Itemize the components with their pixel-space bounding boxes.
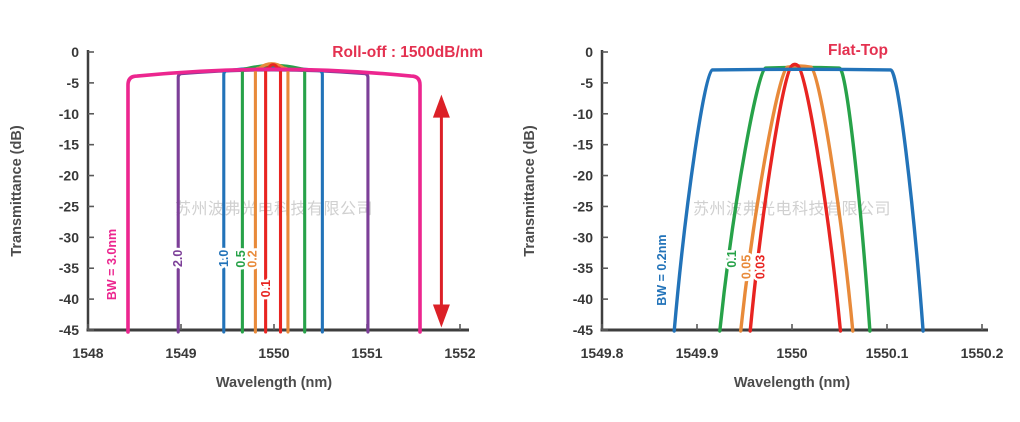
y-tick-label: -25: [573, 198, 593, 214]
y-tick-label: 0: [71, 44, 79, 60]
y-tick-label: -30: [573, 229, 593, 245]
x-axis-title: Wavelength (nm): [734, 375, 850, 391]
curve-bw-3nm: [126, 67, 422, 334]
series-label: 2.0: [171, 250, 185, 267]
x-tick-label: 1550: [258, 345, 289, 361]
x-tick-label: 1548: [72, 345, 103, 361]
series-label: 0.05: [739, 255, 753, 279]
x-tick-label: 1550.1: [866, 345, 909, 361]
series-label: 0.2: [246, 250, 260, 267]
y-tick-label: -15: [59, 137, 79, 153]
y-tick-label: -5: [581, 75, 594, 91]
y-tick-label: -40: [573, 291, 593, 307]
y-tick-label: -20: [573, 168, 593, 184]
x-tick-label: 1549: [165, 345, 196, 361]
y-axis-title: Transmittance (dB): [522, 125, 538, 256]
curve-bw-1nm: [222, 66, 324, 334]
x-tick-label: 1551: [351, 345, 382, 361]
x-axis-title: Wavelength (nm): [216, 375, 332, 391]
series-label: 1.0: [217, 250, 231, 267]
watermark-text: 苏州波弗光电科技有限公司: [175, 200, 373, 218]
x-tick-label: 1549.9: [676, 345, 719, 361]
y-axis-title: Transmittance (dB): [9, 125, 25, 256]
series-label: BW = 3.0nm: [105, 229, 119, 300]
y-tick-label: -35: [573, 260, 593, 276]
chart-flat-top: 0 -5 -10 -15 -20 -25 -30 -35 -40 -45 1549.8 1549.9 1…: [510, 0, 1020, 422]
y-tick-label: -10: [573, 106, 593, 122]
series-label: 0.1: [259, 280, 273, 297]
series-label: 0.5: [234, 250, 248, 267]
flat-top-title: Flat-Top: [828, 42, 888, 59]
x-tick-label: 1550: [776, 345, 807, 361]
roll-off-arrow-head-down: [432, 304, 450, 328]
curve-bw-0.03nm: [748, 62, 843, 333]
y-tick-label: -45: [59, 322, 79, 338]
series-label: 0.1: [725, 250, 739, 267]
y-tick-label: -30: [59, 229, 79, 245]
y-tick-label: -35: [59, 260, 79, 276]
x-tick-label: 1552: [444, 345, 475, 361]
roll-off-arrow-head-up: [432, 94, 450, 118]
curve-bw-0.2nm: [672, 67, 925, 333]
flat-top-plot-area: 0 -5 -10 -15 -20 -25 -30 -35 -40 -45 1549.8 1549.9 1…: [522, 44, 1004, 391]
y-tick-label: -5: [67, 75, 80, 91]
y-tick-label: 0: [585, 44, 593, 60]
x-tick-label: 1550.2: [961, 345, 1004, 361]
y-tick-label: -20: [59, 168, 79, 184]
roll-off-plot-area: 0 -5 -10 -15 -20 -25 -30 -35 -40 -45 1548 1549 1550 1…: [9, 44, 476, 391]
watermark-text: 苏州波弗光电科技有限公司: [693, 200, 891, 218]
series-label: 0.03: [754, 255, 768, 279]
roll-off-title: Roll-off : 1500dB/nm: [332, 44, 483, 61]
y-tick-label: -15: [573, 137, 593, 153]
chart-roll-off: 0 -5 -10 -15 -20 -25 -30 -35 -40 -45 1548 1549 1550 1…: [9, 44, 483, 391]
x-tick-label: 1549.8: [581, 345, 624, 361]
y-tick-label: -10: [59, 106, 79, 122]
y-tick-label: -45: [573, 322, 593, 338]
y-tick-label: -40: [59, 291, 79, 307]
series-label: BW = 0.2nm: [655, 234, 669, 305]
curve-bw-0.5nm: [240, 63, 307, 334]
y-tick-label: -25: [59, 198, 79, 214]
